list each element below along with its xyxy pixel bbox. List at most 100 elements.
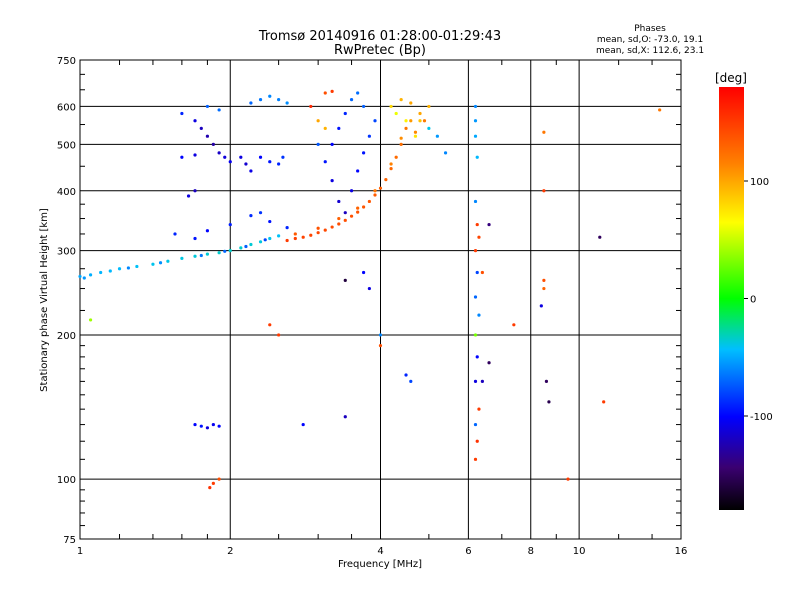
data-point: [199, 253, 203, 258]
data-point: [151, 262, 155, 266]
data-point: [480, 270, 484, 275]
data-point: [337, 126, 341, 130]
data-point: [404, 119, 408, 123]
data-point: [217, 251, 221, 255]
data-point: [330, 179, 334, 183]
data-point: [211, 142, 215, 146]
data-point: [173, 232, 177, 236]
y-tick-label: 750: [57, 56, 76, 67]
data-point: [316, 231, 320, 235]
data-point: [473, 457, 478, 461]
data-point: [249, 101, 253, 105]
data-point: [598, 235, 602, 239]
data-point: [343, 111, 347, 116]
data-point: [473, 295, 478, 299]
x-tick-label: 8: [528, 546, 534, 557]
data-point: [378, 186, 383, 190]
chart-title: Tromsø 20140916 01:28:00-01:29:43: [258, 29, 501, 44]
data-point: [542, 278, 546, 282]
x-tick-label: 10: [573, 546, 586, 557]
data-point: [228, 160, 232, 164]
data-point: [323, 228, 327, 232]
data-point: [316, 142, 320, 146]
data-point: [544, 379, 549, 383]
data-point: [378, 344, 383, 348]
data-point: [475, 355, 479, 359]
y-tick-labels: 75 100 200 300 400 500 600 750: [57, 56, 76, 546]
data-point: [337, 216, 341, 221]
y-tick-label: 300: [57, 247, 76, 258]
data-point: [362, 205, 366, 209]
data-point: [337, 222, 341, 226]
data-point: [356, 210, 360, 214]
data-point: [217, 477, 221, 481]
data-point: [409, 379, 413, 383]
data-point: [373, 119, 377, 123]
data-point: [356, 91, 360, 95]
data-point: [394, 111, 398, 116]
data-point: [193, 422, 197, 427]
data-point: [301, 422, 305, 427]
data-point: [473, 379, 478, 383]
data-point: [135, 264, 139, 269]
data-point: [99, 270, 103, 275]
data-point: [343, 218, 347, 222]
data-point: [330, 142, 334, 146]
data-point: [277, 234, 281, 238]
colorbar-unit: [deg]: [715, 71, 747, 85]
data-point: [404, 126, 408, 130]
data-point: [211, 481, 215, 485]
colorbar-ticks: 100 0 -100: [744, 177, 773, 423]
colorbar: [deg] 100 0 -100: [715, 71, 773, 510]
colorbar-tick-label: -100: [750, 412, 773, 423]
data-point: [362, 151, 366, 155]
data-point: [487, 222, 491, 227]
data-point: [88, 318, 93, 322]
y-tick-label: 500: [57, 140, 76, 151]
data-point: [473, 104, 478, 109]
phase-x-stats: mean, sd,X: 112.6, 23.1: [596, 46, 704, 56]
data-point: [473, 199, 478, 204]
data-point: [404, 373, 408, 377]
y-tick-label: 600: [57, 102, 76, 113]
data-point: [78, 274, 82, 279]
data-point: [277, 333, 281, 337]
data-point: [263, 238, 267, 242]
data-point: [205, 229, 210, 233]
data-point: [475, 439, 479, 443]
data-point: [301, 235, 305, 239]
data-point: [362, 104, 366, 109]
data-point: [193, 236, 197, 241]
colorbar-gradient: [719, 87, 744, 510]
x-tick-label: 6: [465, 546, 471, 557]
data-point: [199, 126, 203, 130]
data-point: [427, 126, 431, 130]
data-point: [258, 97, 263, 102]
data-point: [249, 242, 253, 247]
data-point: [389, 104, 393, 109]
data-point: [166, 259, 170, 263]
data-point: [349, 97, 354, 102]
data-point: [330, 225, 334, 229]
data-point: [316, 119, 320, 123]
data-point: [199, 424, 203, 428]
data-point: [349, 189, 354, 193]
data-point: [268, 94, 272, 98]
data-point: [258, 155, 263, 159]
data-point: [373, 189, 377, 193]
data-point: [480, 379, 484, 383]
data-point: [211, 422, 215, 427]
data-point: [293, 232, 297, 236]
data-point: [193, 254, 197, 258]
data-point: [367, 199, 371, 204]
minor-ticks: [80, 60, 681, 539]
data-point: [268, 160, 272, 164]
data-point: [473, 422, 478, 427]
data-point: [399, 142, 403, 146]
data-point: [249, 169, 253, 173]
data-point: [413, 134, 418, 138]
data-point: [239, 155, 243, 159]
data-point: [343, 415, 347, 419]
data-point: [487, 361, 491, 365]
data-point: [399, 97, 403, 102]
